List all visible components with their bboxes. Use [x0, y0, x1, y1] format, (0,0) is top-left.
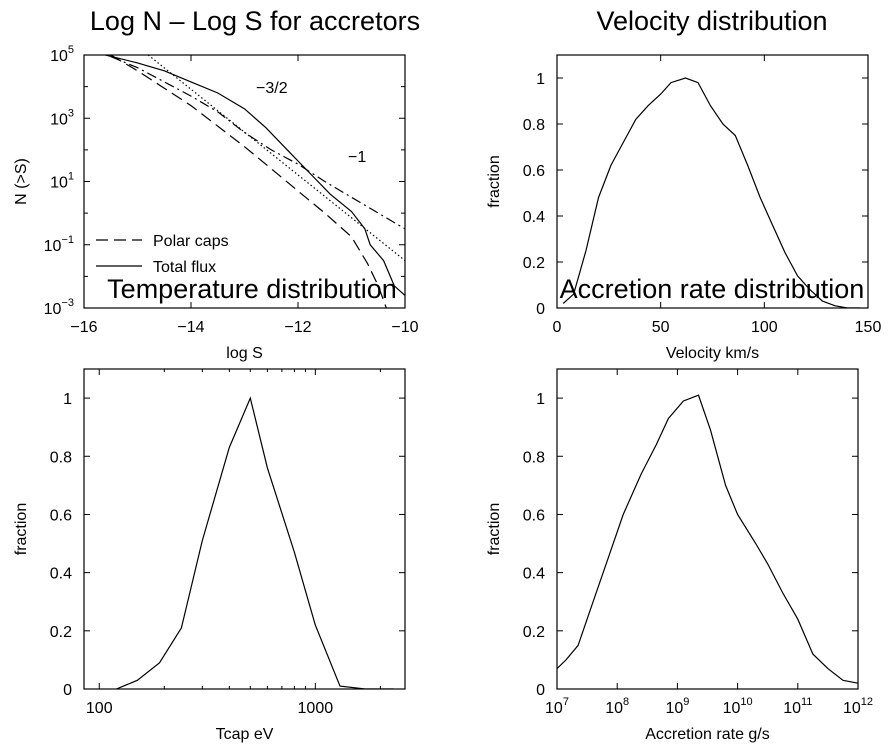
- y-tick-label: 0.4: [523, 209, 545, 226]
- y-tick-label: 0.2: [50, 624, 72, 641]
- y-tick-label: 0.8: [50, 449, 72, 466]
- legend-label: Polar caps: [153, 233, 229, 250]
- x-tick-label: 50: [652, 319, 670, 336]
- y-tick-label: 0.6: [523, 507, 545, 524]
- y-tick-label: 1: [536, 391, 545, 408]
- x-tick-label: 108: [605, 696, 629, 717]
- x-axis-label: Velocity km/s: [666, 345, 759, 362]
- x-tick-label: −16: [70, 319, 97, 336]
- y-tick-label: 0: [536, 301, 545, 318]
- y-tick-label: 1: [63, 391, 72, 408]
- y-tick-label: 1: [536, 71, 545, 88]
- plot-frame: [556, 54, 869, 309]
- series-line-dash-dot: [110, 56, 405, 230]
- x-tick-label: 0: [553, 319, 562, 336]
- chart-title: Velocity distribution: [596, 6, 827, 36]
- y-tick-label: 0: [536, 682, 545, 699]
- x-tick-label: 100: [751, 319, 778, 336]
- y-tick-label: 0.6: [523, 163, 545, 180]
- y-tick-label: 0.4: [523, 566, 545, 583]
- chart-legend: Polar caps Total flux: [96, 233, 229, 276]
- chart-panel-temperature: Temperature distribution 100 1000 0 0.2 0.4 0.…: [13, 274, 406, 743]
- chart-title: Temperature distribution: [107, 274, 397, 304]
- chart-panel-lognlogs: Log N – Log S for accretors −16 −14 −12 −10 1…: [13, 6, 420, 362]
- x-axis-label: log S: [226, 345, 262, 362]
- x-tick-label: 109: [665, 696, 689, 717]
- x-axis-label: Accretion rate g/s: [645, 726, 770, 743]
- y-axis-label: fraction: [486, 503, 503, 555]
- chart-title: Accretion rate distribution: [560, 274, 865, 304]
- y-tick-label: 0.2: [523, 255, 545, 272]
- legend-label: Total flux: [153, 259, 216, 276]
- x-tick-label: 1011: [783, 696, 812, 717]
- distribution-line: [116, 396, 394, 689]
- x-tick-label: 107: [545, 696, 569, 717]
- slope-annotation: −3/2: [256, 80, 288, 97]
- y-tick-label: 10−3: [44, 297, 74, 318]
- x-tick-label: 100: [86, 700, 113, 717]
- y-axis-label: fraction: [13, 503, 30, 555]
- x-tick-label: 1010: [723, 696, 753, 717]
- y-tick-label: 0: [63, 682, 72, 699]
- y-tick-label: 101: [50, 171, 74, 192]
- chart-panel-velocity: Velocity distribution 0 50 100 150 0 0.2 0.4 0.6…: [486, 6, 881, 362]
- y-tick-label: 0.8: [523, 449, 545, 466]
- chart-title: Log N – Log S for accretors: [90, 6, 420, 36]
- distribution-line: [562, 77, 860, 308]
- y-axis-label: fraction: [486, 155, 503, 207]
- plot-frame: [83, 54, 406, 309]
- x-tick-label: 1000: [298, 700, 334, 717]
- y-tick-label: 0.2: [523, 624, 545, 641]
- slope-annotation: −1: [348, 149, 366, 166]
- x-axis-label: Tcap eV: [216, 726, 274, 743]
- x-tick-label: 150: [855, 319, 882, 336]
- x-tick-label: −12: [284, 319, 311, 336]
- plot-frame: [556, 368, 859, 690]
- y-tick-label: 103: [50, 107, 74, 128]
- series-line-total-flux: [105, 55, 405, 296]
- plot-frame: [83, 368, 406, 690]
- y-tick-label: 0.4: [50, 566, 72, 583]
- series-line-polar-caps: [110, 55, 387, 308]
- y-tick-label: 0.6: [50, 507, 72, 524]
- x-tick-label: −10: [391, 319, 418, 336]
- y-tick-label: 0.8: [523, 117, 545, 134]
- x-tick-label: −14: [177, 319, 204, 336]
- x-tick-label: 1012: [843, 696, 873, 717]
- series-line-dotted: [147, 55, 405, 262]
- distribution-line: [557, 394, 858, 684]
- y-axis-label: N (>S): [13, 158, 30, 205]
- y-tick-label: 105: [50, 44, 74, 65]
- y-tick-label: 10−1: [44, 234, 74, 255]
